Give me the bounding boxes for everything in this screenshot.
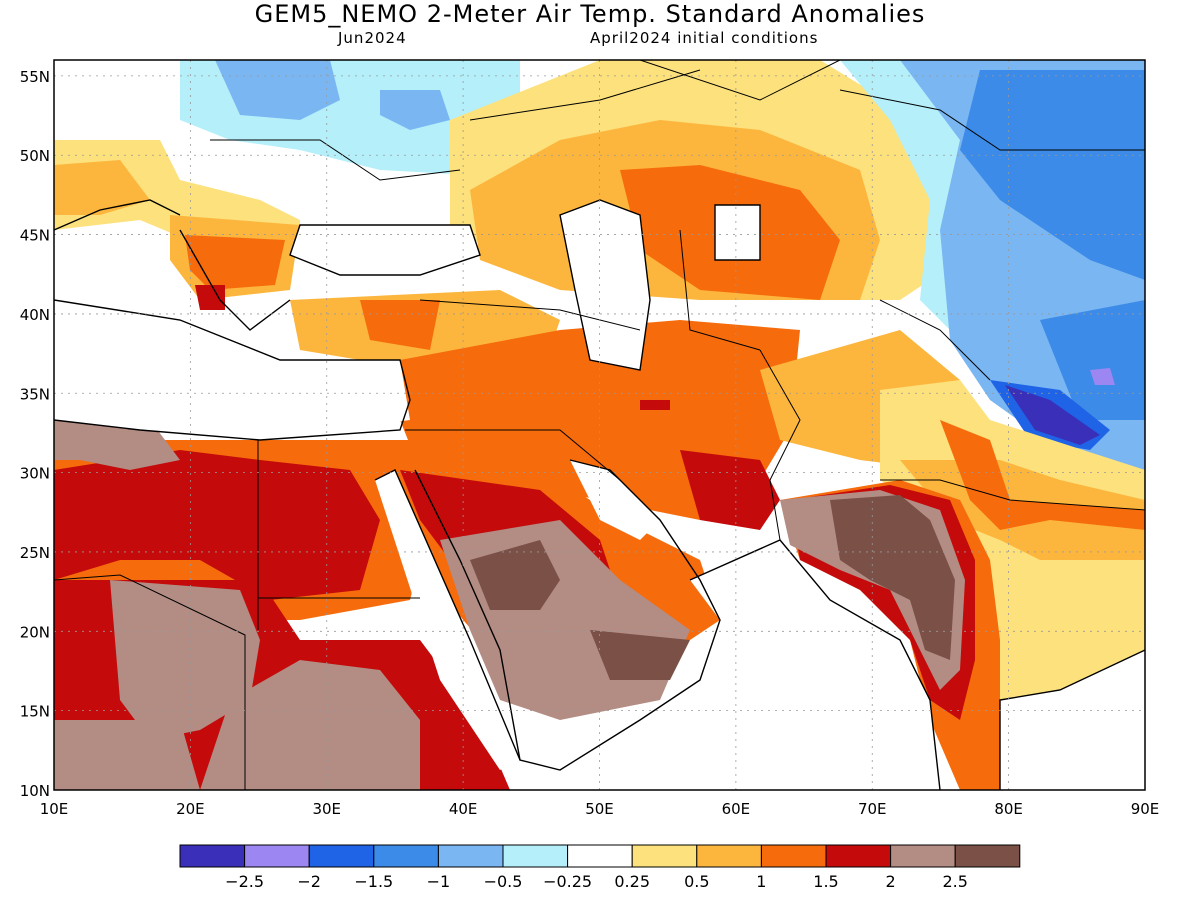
color-legend: −2.5 −2 −1.5 −1 −0.5 −0.25 0.25 0.5 1 1.5 2 2.5 [179, 844, 1021, 891]
legend-swatch [890, 844, 956, 868]
latitude-label: 15N [20, 703, 50, 721]
west-europe-orange [54, 160, 150, 215]
sudan-extreme [200, 660, 420, 790]
latitude-label: 25N [20, 544, 50, 562]
latitude-label: 10N [20, 782, 50, 800]
longitude-labels: 10E 20E 30E 40E 50E 60E 70E 80E 90E [40, 800, 1160, 818]
latitude-labels: 55N 50N 45N 40N 35N 30N 25N 20N 15N 10N [20, 68, 50, 800]
yemen-max [590, 630, 690, 680]
latitude-label: 30N [20, 465, 50, 483]
legend-label: −0.25 [543, 872, 592, 891]
bay-of-bengal-warm [1000, 560, 1145, 700]
east-asia-cold [960, 70, 1145, 280]
legend-swatch [825, 844, 892, 868]
balkans-hotspot [195, 285, 225, 310]
sahel-extreme [110, 580, 260, 740]
india-max [830, 495, 955, 660]
mongolia-cold-patch [1040, 300, 1145, 420]
country-borders [54, 60, 1145, 790]
legend-label: −2.5 [225, 872, 264, 891]
forecast-month: Jun2024 [338, 29, 407, 47]
bay-of-bengal [1000, 650, 1145, 790]
legend-swatch [696, 844, 762, 868]
longitude-label: 30E [312, 800, 341, 818]
ganges-hot [940, 420, 1145, 530]
legend-label: 1 [756, 872, 766, 891]
latitude-label: 40N [20, 306, 50, 324]
legend-label: 0.5 [684, 872, 709, 891]
pakistan-hotspot [680, 450, 780, 530]
legend-swatch [631, 844, 698, 868]
legend-swatch [179, 844, 246, 868]
legend-label: 2 [886, 872, 896, 891]
mediterranean [54, 300, 410, 440]
longitude-label: 20E [176, 800, 205, 818]
legend-swatch [244, 844, 310, 868]
arabian-sea [520, 540, 940, 790]
arabia-max [470, 540, 560, 610]
iran-core-hot [640, 400, 670, 410]
persian-gulf [570, 460, 660, 540]
latitude-label: 45N [20, 227, 50, 245]
latitude-label: 55N [20, 68, 50, 86]
legend-label: −1.5 [354, 872, 393, 891]
libya-extreme [54, 420, 180, 470]
latitude-label: 50N [20, 147, 50, 165]
legend-label: 2.5 [942, 872, 967, 891]
sahara-very-hot [54, 450, 380, 600]
longitude-label: 90E [1131, 800, 1160, 818]
legend-swatch [373, 844, 439, 868]
legend-label: −2 [297, 872, 321, 891]
tibet-extreme-cold [1005, 385, 1100, 445]
legend-label: −0.5 [484, 872, 523, 891]
legend-label: 1.5 [813, 872, 838, 891]
anatolia-hot [360, 300, 440, 350]
europe-cool-core-2 [380, 90, 450, 130]
latitude-label: 35N [20, 385, 50, 403]
longitude-label: 40E [449, 800, 478, 818]
aral-sea [715, 205, 760, 260]
map-frame [53, 59, 1146, 791]
red-sea [375, 470, 520, 770]
legend-swatch [954, 844, 1021, 868]
legend-swatch [567, 844, 633, 868]
legend-swatch [308, 844, 375, 868]
latitude-label: 20N [20, 623, 50, 641]
east-africa-extreme [54, 720, 200, 790]
longitude-label: 10E [40, 800, 69, 818]
balkans-hot [185, 235, 285, 290]
coastlines [54, 199, 1145, 790]
europe-cool-core [215, 60, 340, 120]
legend-label: 0.25 [614, 872, 650, 891]
legend-swatch [437, 844, 504, 868]
longitude-label: 50E [585, 800, 614, 818]
graticule [54, 60, 1145, 790]
tibet-spot [1090, 368, 1115, 385]
legend-swatch [760, 844, 827, 868]
black-sea [290, 225, 480, 275]
map-title: GEM5_NEMO 2-Meter Air Temp. Standard Ano… [254, 0, 926, 28]
longitude-label: 70E [858, 800, 887, 818]
legend-swatch [502, 844, 569, 868]
legend-label: −1 [427, 872, 451, 891]
longitude-label: 60E [722, 800, 751, 818]
initial-conditions: April2024 initial conditions [590, 29, 819, 47]
longitude-label: 80E [994, 800, 1023, 818]
caspian-sea [560, 200, 650, 370]
anomaly-shading [54, 60, 1145, 790]
